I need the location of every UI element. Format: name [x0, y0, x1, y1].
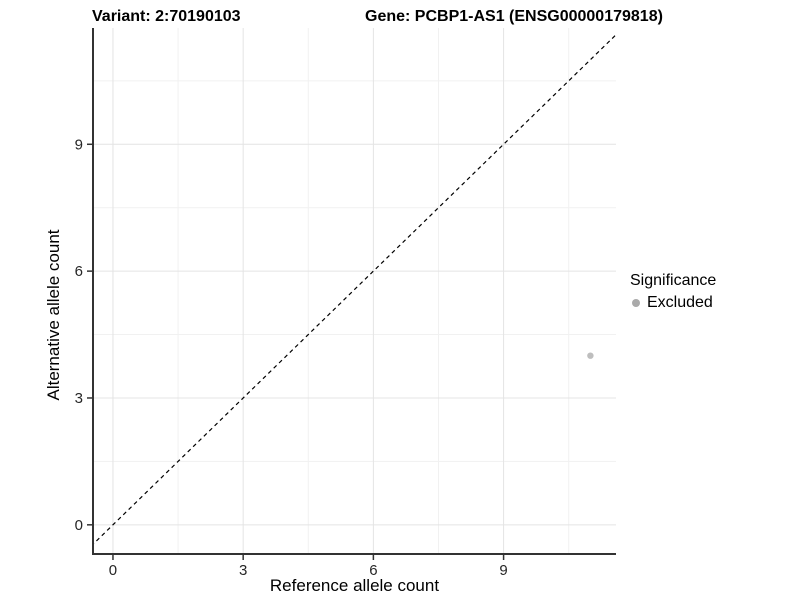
plot-panel: [93, 28, 616, 554]
gene-title: Gene: PCBP1-AS1 (ENSG00000179818): [365, 8, 663, 25]
legend-item-excluded: Excluded: [630, 294, 716, 312]
identity-line: [93, 33, 616, 546]
y-tick-label: 3: [75, 390, 83, 407]
x-tick-label: 6: [369, 562, 377, 579]
legend-title: Significance: [630, 272, 717, 289]
y-tick-label: 6: [75, 263, 83, 280]
excluded-point-icon: [632, 299, 640, 307]
x-axis-title: Reference allele count: [269, 576, 440, 595]
y-tick-label: 0: [75, 517, 83, 534]
variant-title: Variant: 2:70190103: [92, 8, 241, 25]
data-point: [587, 352, 594, 359]
legend-item-label: Excluded: [647, 294, 713, 311]
x-tick-label: 3: [239, 562, 247, 579]
x-tick-label: 9: [499, 562, 507, 579]
x-tick-label: 0: [109, 562, 117, 579]
y-axis-title: Alternative allele count: [44, 229, 63, 401]
legend: Significance Excluded: [630, 272, 716, 312]
y-tick-label: 9: [75, 136, 83, 153]
